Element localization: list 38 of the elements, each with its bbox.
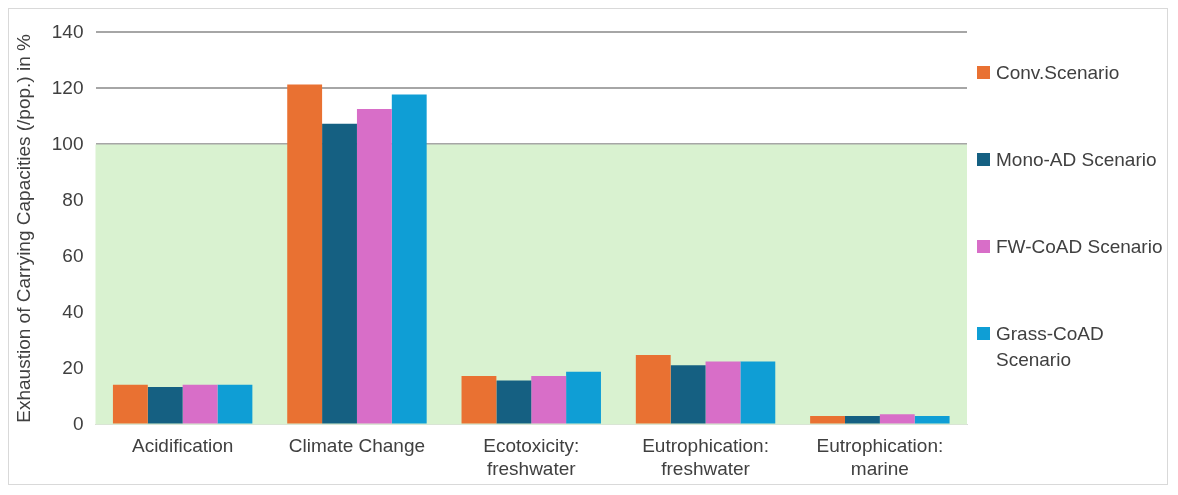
bar xyxy=(147,386,183,424)
bar xyxy=(566,371,601,424)
y-tick-label: 100 xyxy=(51,132,84,154)
legend-label: Grass-CoAD Scenario xyxy=(996,322,1105,373)
legend-label: Mono-AD Scenario xyxy=(996,147,1157,172)
bar xyxy=(879,414,915,424)
bar xyxy=(217,384,253,424)
bar xyxy=(356,109,392,424)
y-tick-label: 60 xyxy=(62,244,84,266)
x-tick-label: Climate Change xyxy=(288,435,426,457)
x-tick-label: Acidification xyxy=(131,435,234,457)
y-tick-label: 80 xyxy=(62,188,84,210)
legend-label: Conv.Scenario xyxy=(996,60,1120,85)
bar xyxy=(322,123,357,424)
bar xyxy=(635,354,671,424)
legend-label: FW-CoAD Scenario xyxy=(996,235,1163,260)
x-tick-label: Eutrophication: freshwater xyxy=(642,435,769,479)
bar xyxy=(531,375,567,424)
y-tick-label: 140 xyxy=(51,20,84,42)
y-tick-label: 40 xyxy=(62,300,84,322)
bar xyxy=(810,416,845,424)
x-tick-label: Ecotoxicity: freshwater xyxy=(483,435,580,479)
bar xyxy=(112,384,148,424)
y-tick-label: 120 xyxy=(51,76,84,98)
bar xyxy=(844,416,880,424)
y-axis-title: Exhaustion of Carrying Capacities (/pop.) in % xyxy=(12,33,34,423)
bar xyxy=(914,416,950,424)
bar xyxy=(670,365,706,424)
bar xyxy=(705,361,741,424)
bar xyxy=(391,94,427,424)
y-tick-label: 0 xyxy=(72,412,84,434)
bar xyxy=(287,84,323,424)
bar xyxy=(182,384,218,424)
bar xyxy=(496,380,532,424)
x-tick-label: Eutrophication: marine xyxy=(816,435,944,479)
bar xyxy=(461,375,497,424)
y-tick-label: 20 xyxy=(62,356,84,378)
bar xyxy=(740,361,776,424)
